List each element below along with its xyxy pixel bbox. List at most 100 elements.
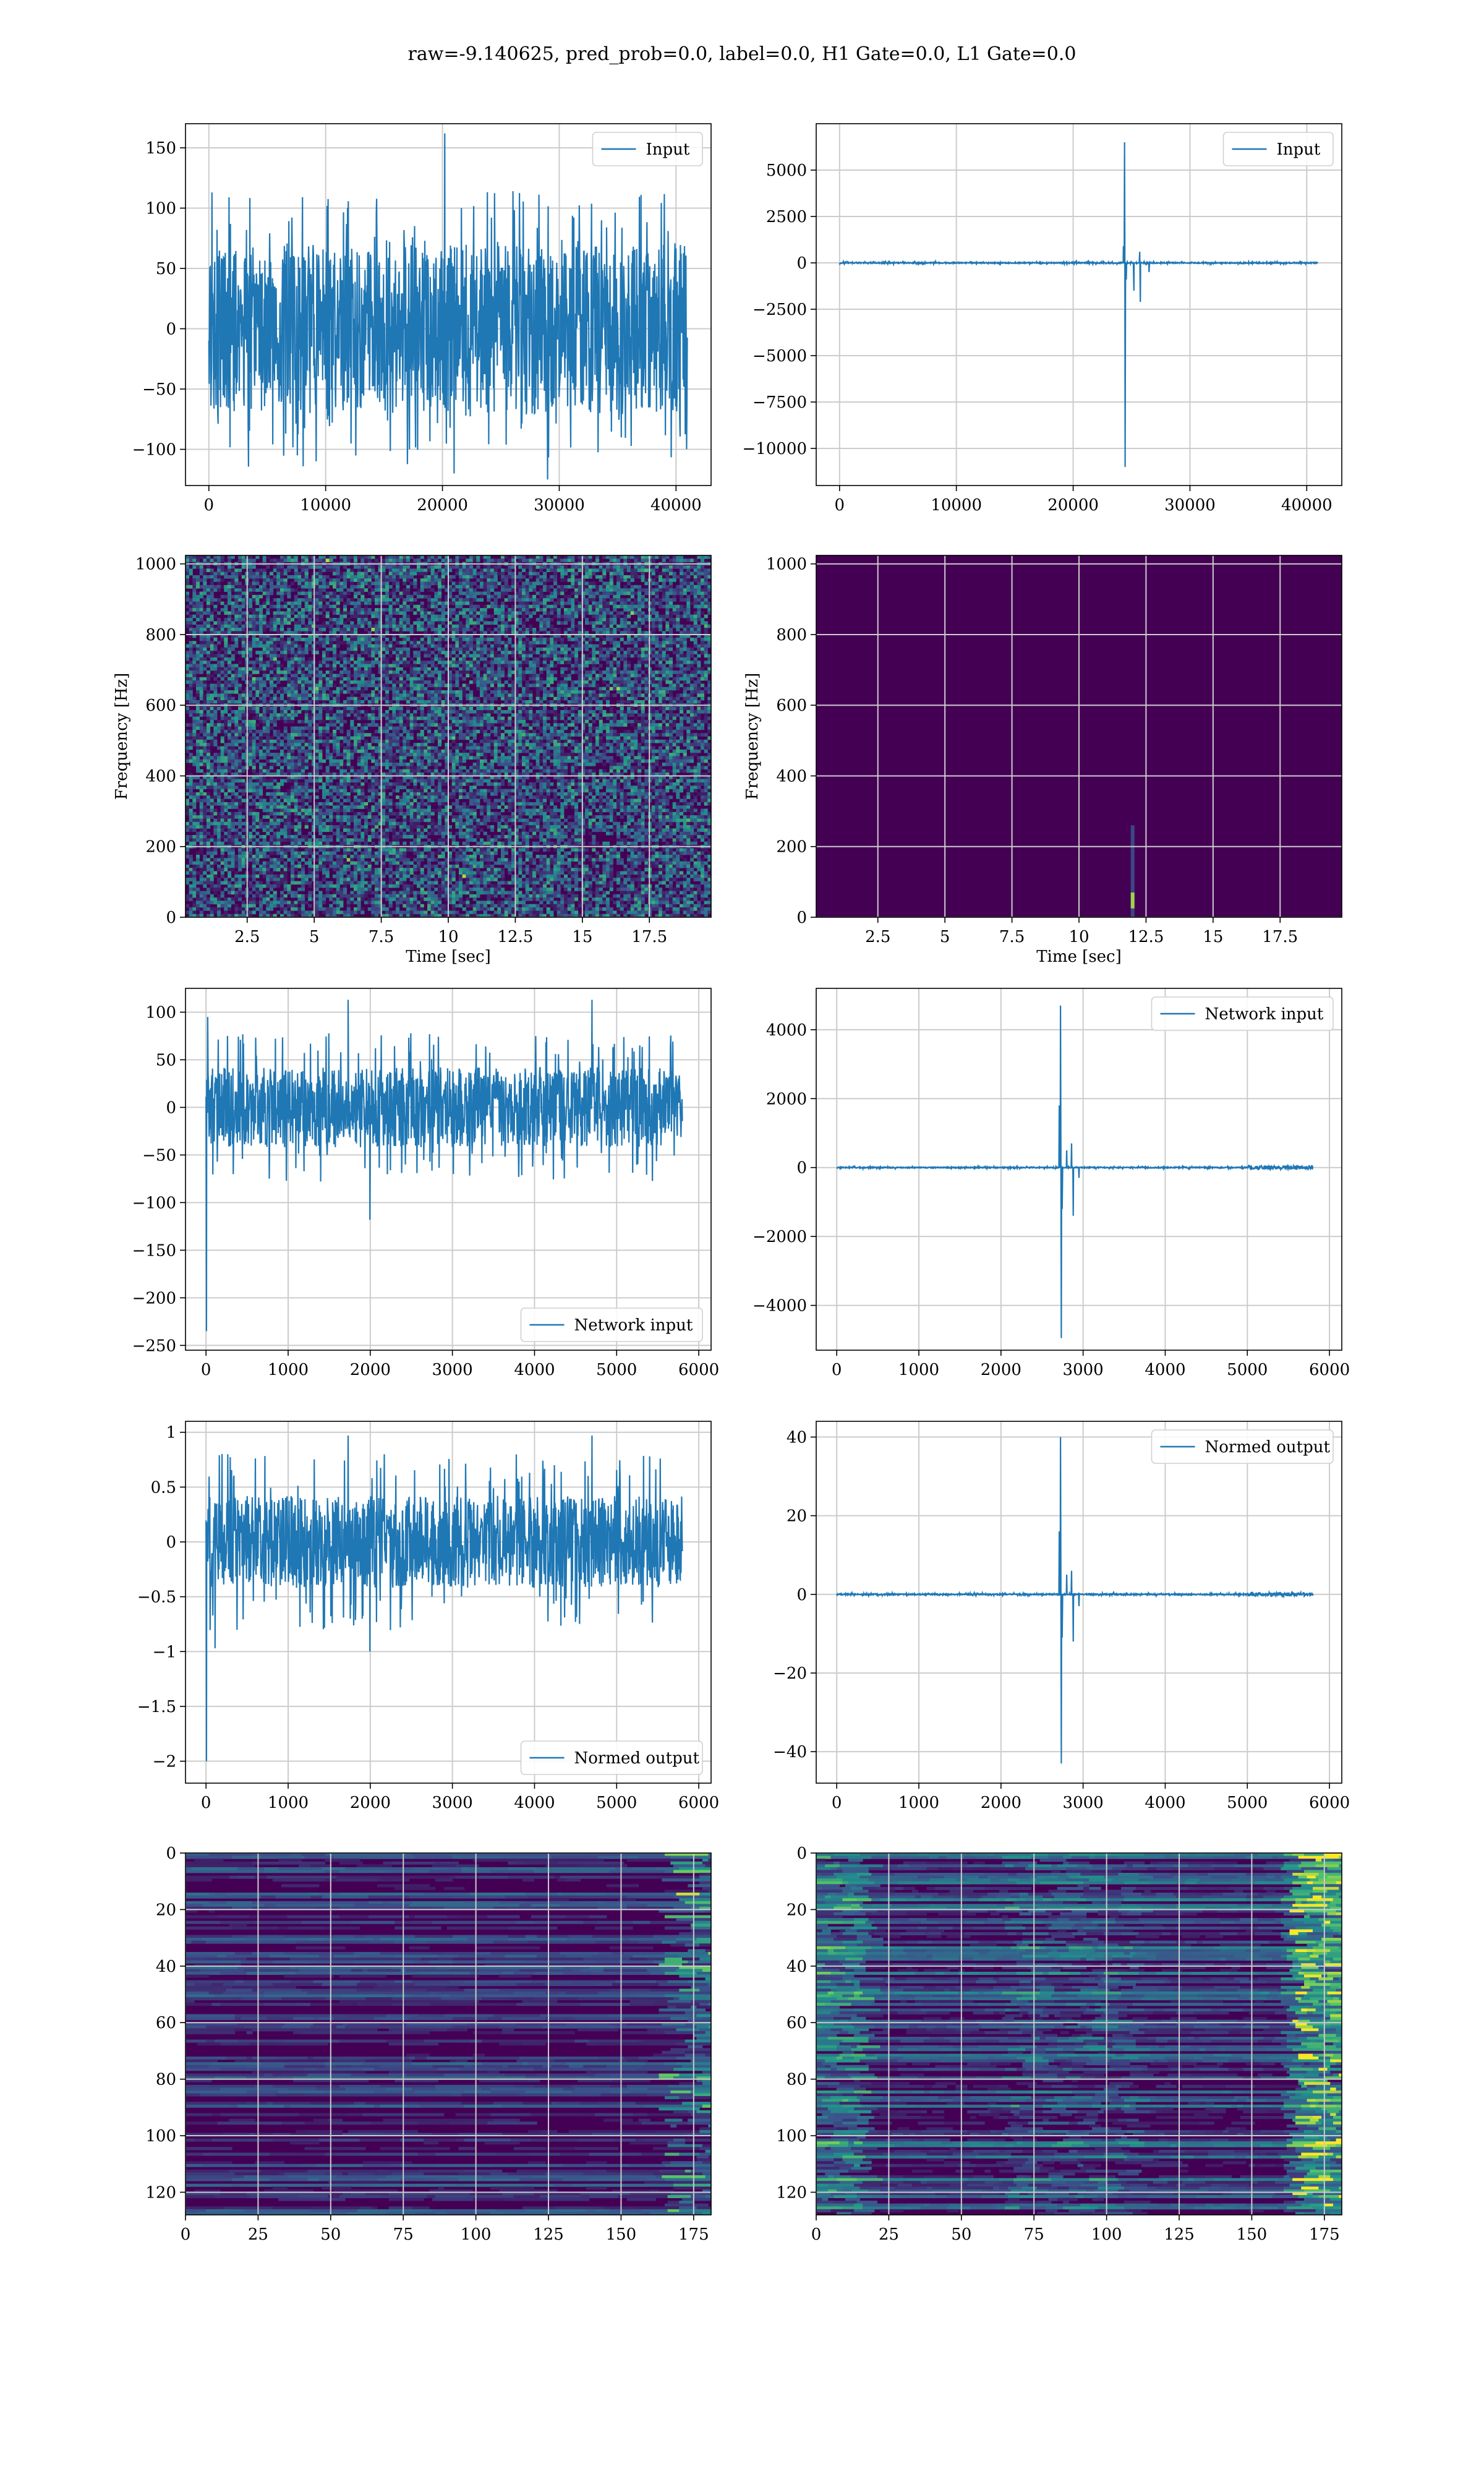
heatmap-cell — [228, 851, 232, 855]
heatmap-cell — [375, 683, 379, 688]
heatmap-cell — [382, 811, 386, 816]
heatmap-cell — [294, 555, 298, 559]
heatmap-cell — [325, 798, 330, 803]
heatmap-cell — [312, 598, 316, 602]
heatmap-cell — [388, 884, 393, 888]
heatmap-cell — [367, 651, 372, 654]
heatmap-cell — [234, 729, 239, 734]
heatmap-cell — [213, 753, 218, 756]
heatmap-cell — [364, 769, 369, 773]
heatmap-cell — [213, 802, 218, 806]
heatmap-cell — [249, 628, 253, 631]
heatmap-cell — [354, 575, 358, 579]
heatmap-cell — [354, 651, 358, 654]
heatmap-cell — [385, 884, 390, 888]
heatmap-cell — [238, 608, 242, 612]
heatmap-cell — [207, 638, 211, 641]
heatmap-cell — [224, 621, 228, 625]
heatmap-cell — [360, 700, 365, 704]
heatmap-cell — [308, 795, 312, 799]
heatmap-cell — [224, 651, 228, 654]
heatmap-cell — [354, 690, 358, 694]
heatmap-cell — [375, 851, 379, 855]
heatmap-cell — [287, 789, 291, 793]
heatmap-cell — [291, 776, 295, 779]
heatmap-cell — [291, 779, 295, 783]
heatmap-cell — [388, 897, 393, 901]
heatmap-cell — [291, 693, 295, 698]
heatmap-cell — [220, 696, 224, 701]
heatmap-cell — [357, 763, 361, 766]
heatmap-cell — [364, 641, 369, 644]
heatmap-cell — [280, 782, 284, 786]
heatmap-cell — [241, 759, 245, 763]
heatmap-cell — [350, 808, 354, 813]
heatmap-cell — [196, 680, 200, 684]
heatmap-cell — [329, 855, 333, 858]
heatmap-cell — [203, 891, 207, 895]
heatmap-cell — [294, 802, 298, 806]
heatmap-cell — [252, 683, 256, 688]
heatmap-cell — [291, 674, 295, 678]
heatmap-cell — [203, 713, 207, 717]
heatmap-cell — [375, 693, 379, 698]
heatmap-cell — [273, 891, 277, 895]
heatmap-cell — [238, 581, 242, 586]
heatmap-cell — [273, 864, 277, 868]
heatmap-cell — [385, 726, 390, 730]
heatmap-cell — [189, 631, 193, 635]
heatmap-cell — [346, 578, 351, 582]
heatmap-cell — [270, 851, 274, 855]
heatmap-cell — [203, 835, 207, 839]
heatmap-cell — [287, 825, 291, 829]
heatmap-cell — [308, 591, 312, 596]
heatmap-cell — [186, 674, 190, 678]
heatmap-cell — [301, 651, 305, 654]
heatmap-cell — [354, 878, 358, 881]
heatmap-cell — [262, 726, 267, 730]
heatmap-cell — [297, 756, 302, 760]
heatmap-cell — [249, 753, 253, 756]
heatmap-cell — [280, 831, 284, 836]
heatmap-cell — [350, 874, 354, 878]
heatmap-cell — [315, 766, 319, 770]
heatmap-cell — [318, 555, 323, 559]
heatmap-cell — [210, 634, 214, 638]
heatmap-cell — [357, 687, 361, 691]
heatmap-cell — [350, 910, 354, 915]
heatmap-cell — [220, 565, 224, 569]
heatmap-cell — [378, 614, 382, 618]
heatmap-cell — [297, 578, 302, 582]
heatmap-cell — [266, 591, 270, 596]
heatmap-cell — [339, 838, 344, 842]
heatmap-cell — [364, 638, 369, 641]
heatmap-cell — [382, 851, 386, 855]
heatmap-cell — [339, 821, 344, 826]
heatmap-cell — [308, 670, 312, 674]
heatmap-cell — [283, 811, 288, 816]
heatmap-cell — [392, 739, 396, 743]
heatmap-cell — [224, 647, 228, 651]
heatmap-cell — [315, 881, 319, 885]
heatmap-cell — [294, 811, 298, 816]
heatmap-cell — [304, 716, 309, 721]
heatmap-cell — [318, 565, 323, 569]
heatmap-cell — [357, 713, 361, 717]
heatmap-cell — [238, 802, 242, 806]
heatmap-cell — [196, 565, 200, 569]
heatmap-cell — [297, 808, 302, 813]
heatmap-cell — [350, 841, 354, 845]
heatmap-cell — [315, 578, 319, 582]
heatmap-cell — [249, 904, 253, 908]
heatmap-cell — [217, 881, 221, 885]
heatmap-cell — [255, 601, 260, 606]
heatmap-cell — [308, 785, 312, 789]
heatmap-cell — [280, 891, 284, 895]
heatmap-cell — [308, 634, 312, 638]
heatmap-cell — [259, 604, 263, 609]
heatmap-cell — [249, 789, 253, 793]
heatmap-cell — [273, 881, 277, 885]
heatmap-cell — [322, 565, 326, 569]
heatmap-cell — [273, 878, 277, 881]
heatmap-cell — [207, 614, 211, 618]
